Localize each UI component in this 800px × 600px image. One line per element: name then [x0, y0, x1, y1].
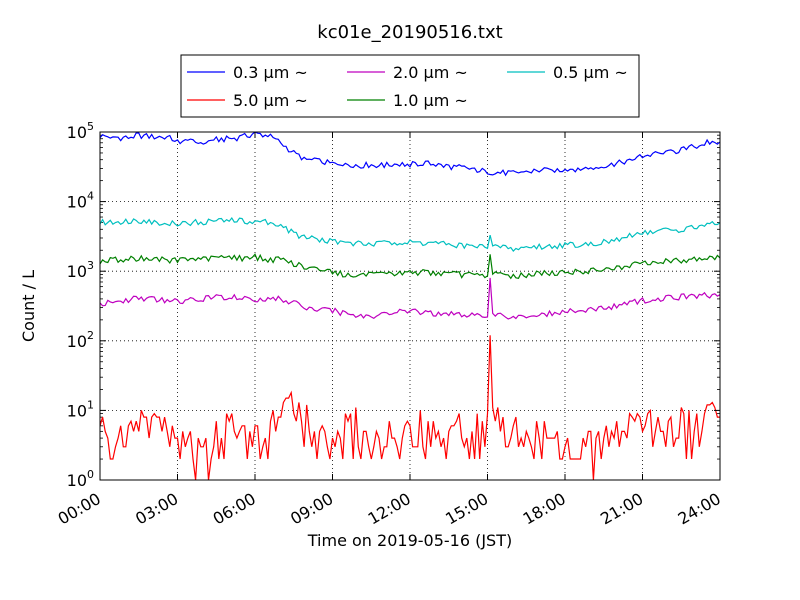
x-tick-label: 21:00 [597, 489, 646, 529]
y-axis-label: Count / L [19, 270, 38, 342]
x-tick-label: 15:00 [442, 489, 491, 529]
x-tick-label: 03:00 [132, 489, 181, 529]
y-tick-label: 104 [67, 190, 94, 212]
x-tick-label: 18:00 [520, 489, 569, 529]
y-tick-label: 102 [67, 329, 94, 351]
y-tick-label: 100 [67, 468, 94, 490]
legend-label: 2.0 µm ~ [393, 63, 468, 82]
x-tick-label: 00:00 [55, 489, 104, 529]
legend-label: 5.0 µm ~ [233, 91, 308, 110]
series-line-0-3 [100, 132, 720, 177]
x-tick-label: 12:00 [365, 489, 414, 529]
legend-label: 0.3 µm ~ [233, 63, 308, 82]
series-line-1-0 [100, 253, 720, 280]
series-line-0-5 [100, 216, 720, 253]
legend-label: 0.5 µm ~ [553, 63, 628, 82]
x-axis-label: Time on 2019-05-16 (JST) [307, 531, 512, 550]
series-line-5-0 [100, 335, 720, 480]
chart-title: kc01e_20190516.txt [317, 22, 502, 43]
legend-box [180, 54, 640, 118]
plot-area: 00:00 03:00 06:00 09:00 12:00 15:00 18:00 21:00… [55, 120, 724, 529]
y-tick-label: 103 [67, 259, 94, 281]
y-tick-label: 105 [67, 120, 94, 142]
legend-label: 1.0 µm ~ [393, 91, 468, 110]
y-tick-label: 101 [67, 398, 94, 420]
x-tick-label: 09:00 [287, 489, 336, 529]
x-tick-label: 06:00 [210, 489, 259, 529]
x-tick-label: 24:00 [675, 489, 724, 529]
series-line-2-0 [100, 277, 720, 320]
legend: 0.3 µm ~ 0.5 µm ~ 1.0 µm ~ 2.0 µm ~ 5.0 µm ~ [180, 54, 640, 118]
